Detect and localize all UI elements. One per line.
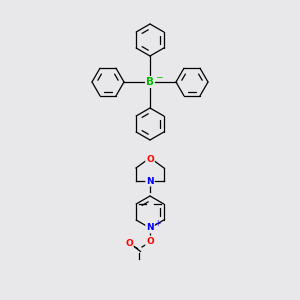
Text: O: O: [125, 238, 133, 247]
Text: N: N: [146, 224, 154, 232]
Text: O: O: [146, 155, 154, 164]
Text: −: −: [155, 73, 163, 82]
Text: O: O: [146, 236, 154, 245]
Text: N: N: [146, 176, 154, 185]
Text: B: B: [146, 77, 154, 87]
Text: +: +: [154, 220, 160, 229]
